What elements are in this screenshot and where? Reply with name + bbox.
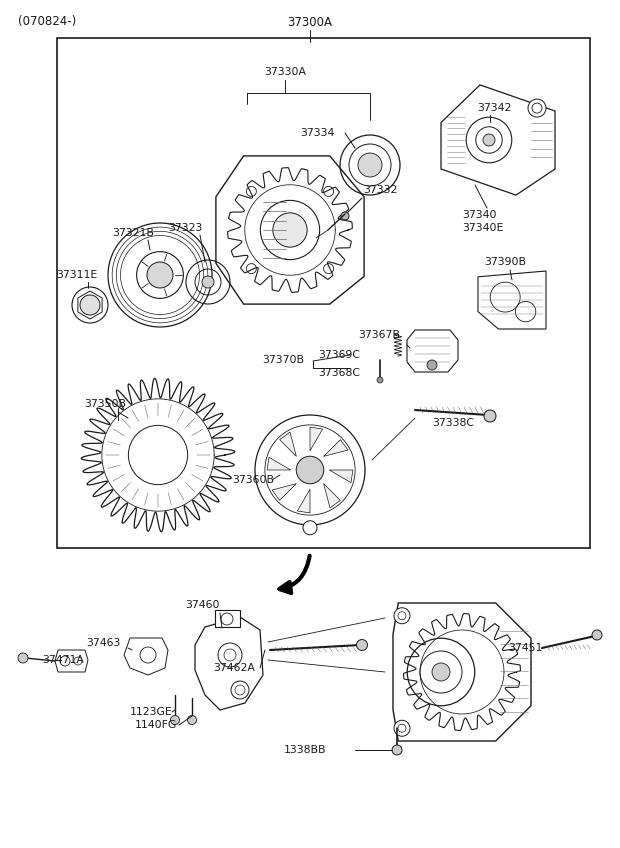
Circle shape bbox=[427, 360, 437, 370]
Polygon shape bbox=[55, 650, 88, 672]
Text: 37330A: 37330A bbox=[264, 67, 306, 77]
Text: 37460: 37460 bbox=[185, 600, 219, 610]
Polygon shape bbox=[441, 85, 555, 195]
Text: 37463: 37463 bbox=[86, 638, 120, 648]
Text: (070824-): (070824-) bbox=[18, 15, 76, 29]
Circle shape bbox=[528, 99, 546, 117]
Circle shape bbox=[377, 377, 383, 383]
Text: 37323: 37323 bbox=[168, 223, 202, 233]
Text: 37471A: 37471A bbox=[42, 655, 84, 665]
Text: 1140FG: 1140FG bbox=[135, 720, 177, 730]
Polygon shape bbox=[124, 638, 168, 675]
Text: 37360B: 37360B bbox=[232, 475, 274, 485]
Polygon shape bbox=[324, 483, 340, 508]
Circle shape bbox=[80, 295, 100, 315]
FancyArrowPatch shape bbox=[280, 555, 309, 593]
Polygon shape bbox=[272, 483, 296, 500]
Circle shape bbox=[592, 630, 602, 640]
Text: 37369C: 37369C bbox=[318, 350, 360, 360]
Polygon shape bbox=[478, 271, 546, 329]
Text: 37340E: 37340E bbox=[462, 223, 503, 233]
Text: 37350B: 37350B bbox=[84, 399, 126, 409]
Text: 37321B: 37321B bbox=[112, 228, 154, 238]
Circle shape bbox=[273, 213, 307, 247]
Circle shape bbox=[147, 262, 173, 288]
Polygon shape bbox=[195, 617, 263, 710]
Text: 37300A: 37300A bbox=[288, 15, 332, 29]
Text: 37332: 37332 bbox=[363, 185, 397, 195]
Circle shape bbox=[170, 716, 180, 724]
Text: 37368C: 37368C bbox=[318, 368, 360, 378]
Circle shape bbox=[432, 663, 450, 681]
Polygon shape bbox=[393, 603, 531, 741]
Text: 37334: 37334 bbox=[300, 128, 334, 138]
Polygon shape bbox=[324, 439, 348, 456]
Text: 37338C: 37338C bbox=[432, 418, 474, 428]
Bar bbox=[57, 38, 590, 548]
Circle shape bbox=[483, 134, 495, 146]
Circle shape bbox=[392, 745, 402, 755]
Polygon shape bbox=[216, 156, 364, 304]
Text: 37342: 37342 bbox=[477, 103, 512, 113]
Text: 37367B: 37367B bbox=[358, 330, 400, 340]
Circle shape bbox=[202, 276, 214, 288]
Circle shape bbox=[358, 153, 382, 177]
Circle shape bbox=[187, 716, 197, 724]
Text: 37390B: 37390B bbox=[484, 257, 526, 267]
Circle shape bbox=[303, 521, 317, 535]
Circle shape bbox=[484, 410, 496, 422]
Text: 37311E: 37311E bbox=[56, 270, 97, 280]
Text: 37370B: 37370B bbox=[262, 355, 304, 365]
Polygon shape bbox=[298, 489, 310, 513]
Polygon shape bbox=[329, 470, 353, 483]
Polygon shape bbox=[407, 330, 458, 372]
Circle shape bbox=[341, 212, 349, 220]
Text: 37451: 37451 bbox=[508, 643, 542, 653]
Circle shape bbox=[394, 608, 410, 624]
Polygon shape bbox=[215, 610, 240, 627]
Polygon shape bbox=[267, 457, 291, 470]
Text: 1338BB: 1338BB bbox=[284, 745, 327, 755]
Circle shape bbox=[296, 456, 324, 483]
Text: 37340: 37340 bbox=[462, 210, 497, 220]
Circle shape bbox=[394, 720, 410, 736]
Circle shape bbox=[18, 653, 28, 663]
Polygon shape bbox=[78, 291, 102, 319]
Polygon shape bbox=[310, 427, 322, 451]
Text: 37462A: 37462A bbox=[213, 663, 255, 673]
Polygon shape bbox=[280, 432, 296, 456]
Circle shape bbox=[356, 639, 368, 650]
Text: 1123GE: 1123GE bbox=[130, 707, 173, 717]
